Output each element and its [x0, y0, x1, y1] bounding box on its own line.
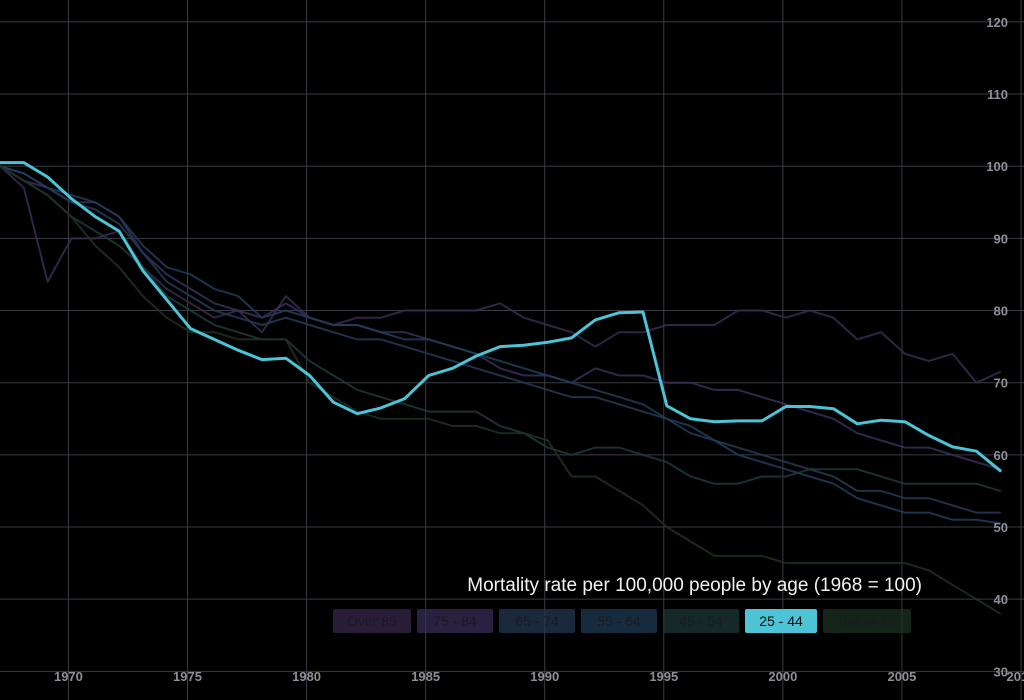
y-tick-label: 90 [994, 231, 1008, 246]
x-tick-label: 1975 [173, 669, 202, 684]
legend-swatch [745, 609, 817, 633]
x-tick-label: 1980 [292, 669, 321, 684]
series-line-65-74 [0, 165, 1002, 514]
x-axis-ticks: 1970 1975 1980 1985 1990 1995 2000 2005 2010 [54, 669, 1024, 684]
series-line-75-84 [0, 165, 1002, 471]
x-tick-label: 1990 [530, 669, 559, 684]
series-line-over-85 [0, 165, 1002, 384]
legend-swatch [499, 609, 575, 633]
legend-label: 65 - 74 [515, 613, 559, 629]
legend-button-65-74[interactable]: 65 - 74 [499, 609, 575, 633]
legend-button-45-54[interactable]: 45 - 54 [663, 609, 739, 633]
y-tick-label: 70 [994, 376, 1008, 391]
legend-swatch [417, 609, 493, 633]
y-tick-label: 100 [986, 159, 1008, 174]
legend-label: 25 - 44 [759, 613, 803, 629]
y-tick-label: 60 [994, 448, 1008, 463]
legend-label: Over 85 [347, 613, 397, 629]
legend-button-over-85[interactable]: Over 85 [333, 609, 411, 633]
x-tick-label: 2000 [768, 669, 797, 684]
legend-swatch [581, 609, 657, 633]
y-tick-label: 110 [987, 87, 1008, 102]
legend-button-75-84[interactable]: 75 - 84 [417, 609, 493, 633]
series-line-55-64 [0, 165, 1002, 525]
y-tick-label: 50 [994, 520, 1008, 535]
y-tick-label: 30 [994, 664, 1008, 679]
x-tick-label: 1995 [649, 669, 678, 684]
legend-swatch [823, 609, 911, 633]
y-tick-label: 40 [994, 592, 1008, 607]
x-tick-label: 2005 [887, 669, 916, 684]
series-line-45-54 [0, 165, 1002, 492]
y-axis-ticks: 30 40 50 60 70 80 90 100 110 120 [986, 15, 1008, 679]
legend-button-25-44[interactable]: 25 - 44 [745, 609, 817, 633]
legend-label: 45 - 54 [679, 613, 723, 629]
series-lines [0, 161, 1002, 615]
legend-button-55-64[interactable]: 55 - 64 [581, 609, 657, 633]
legend-label: 55 - 64 [597, 613, 641, 629]
legend-label: 75 - 84 [433, 613, 477, 629]
x-tick-label: 1985 [411, 669, 440, 684]
legend-swatch [333, 609, 411, 633]
series-line-below-25 [0, 165, 1002, 615]
legend-button-below-25[interactable]: Below 25 [823, 609, 911, 633]
chart-title: Mortality rate per 100,000 people by age… [467, 575, 922, 596]
y-tick-label: 80 [994, 304, 1008, 319]
x-tick-label: 2010 [1007, 669, 1024, 684]
series-line-25-44 [0, 161, 1002, 473]
y-tick-label: 120 [986, 15, 1008, 30]
legend-swatch [663, 609, 739, 633]
x-tick-label: 1970 [54, 669, 83, 684]
legend: Over 85 75 - 84 65 - 74 55 - 64 45 - 54 25 - … [333, 609, 911, 633]
legend-label: Below 25 [838, 613, 896, 629]
